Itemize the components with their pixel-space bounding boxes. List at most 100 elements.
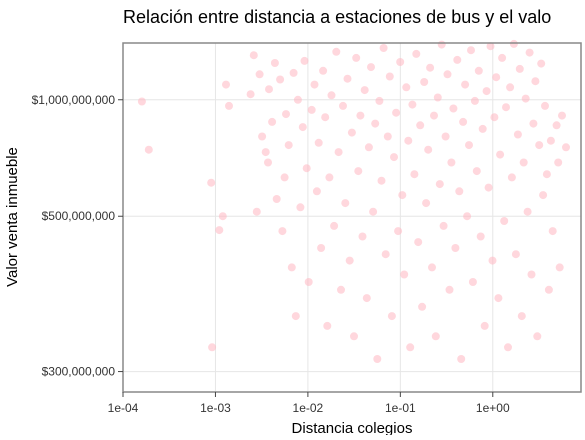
scatter-point: [280, 173, 289, 182]
scatter-point: [552, 121, 561, 130]
scatter-point: [539, 191, 548, 200]
x-tick-label: 1e-01: [385, 401, 416, 415]
y-tick-label: $1,000,000,000: [32, 93, 116, 107]
scatter-point: [498, 53, 507, 62]
scatter-point: [278, 227, 287, 236]
scatter-point: [398, 191, 407, 200]
scatter-point: [284, 141, 293, 150]
scatter-point: [511, 250, 520, 259]
scatter-point: [537, 59, 546, 68]
scatter-point: [426, 63, 435, 72]
scatter-point: [302, 164, 311, 173]
scatter-point: [246, 90, 255, 99]
scatter-point: [291, 312, 300, 321]
scatter-point: [529, 119, 538, 128]
x-tick-layer: 1e-04 1e-03 1e-02 1e-01 1e+00: [108, 392, 510, 415]
scatter-point: [287, 263, 296, 272]
scatter-point: [312, 187, 321, 196]
y-tick-label: $500,000,000: [42, 209, 116, 223]
scatter-point: [208, 343, 217, 352]
scatter-point: [544, 285, 553, 294]
scatter-point: [323, 321, 332, 330]
scatter-point: [562, 143, 570, 152]
scatter-point: [474, 66, 483, 75]
scatter-point: [300, 56, 309, 65]
scatter-point: [293, 95, 302, 104]
scatter-point: [345, 256, 354, 265]
scatter-point: [554, 158, 563, 167]
scatter-point: [354, 167, 363, 176]
scatter-point: [531, 77, 540, 86]
chart-title: Relación entre distancia a estaciones de…: [123, 7, 551, 27]
scatter-point: [490, 113, 499, 122]
scatter-point: [439, 221, 448, 230]
scatter-point: [377, 176, 386, 185]
scatter-point: [457, 355, 466, 363]
scatter-point: [435, 180, 444, 189]
scatter-point: [535, 141, 544, 150]
scatter-point: [533, 332, 542, 341]
scatter-point: [268, 117, 277, 126]
scatter-point: [265, 85, 273, 94]
scatter-point: [459, 117, 468, 126]
scatter-point: [486, 42, 495, 51]
scatter-point: [339, 101, 347, 110]
scatter-point: [504, 343, 512, 352]
scatter-point: [258, 132, 267, 141]
scatter-point: [476, 232, 485, 241]
scatter-point: [507, 173, 516, 182]
scatter-point: [289, 68, 298, 77]
scatter-point: [463, 212, 472, 221]
scatter-point: [492, 73, 501, 82]
scatter-point: [137, 97, 146, 106]
scatter-point: [467, 46, 475, 55]
scatter-point: [468, 278, 477, 286]
scatter-point: [317, 244, 326, 252]
scatter-point: [387, 312, 396, 321]
scatter-point: [276, 75, 285, 84]
scatter-point: [383, 132, 392, 141]
scatter-point: [558, 111, 566, 120]
scatter-point: [296, 203, 305, 212]
scatter-point: [319, 66, 328, 75]
scatter-point: [521, 94, 530, 103]
scatter-point: [304, 278, 313, 286]
scatter-point: [428, 263, 436, 272]
scatter-point: [470, 96, 479, 105]
scatter-point: [307, 105, 316, 114]
scatter-point: [437, 40, 446, 49]
scatter-point: [332, 47, 341, 56]
scatter-point: [362, 294, 371, 303]
scatter-point: [249, 51, 258, 60]
scatter-point: [441, 132, 450, 141]
scatter-point: [261, 148, 270, 157]
scatter-point: [343, 74, 352, 83]
scatter-point: [445, 285, 454, 294]
scatter-point: [314, 138, 323, 147]
scatter-point: [310, 80, 319, 89]
scatter-point: [513, 130, 522, 139]
scatter-point: [222, 80, 230, 89]
scatter-point: [431, 332, 440, 341]
scatter-point: [364, 143, 373, 152]
scatter-point: [455, 187, 464, 196]
scatter-point: [523, 207, 532, 216]
scatter-point: [482, 87, 491, 96]
scatter-point: [418, 302, 427, 311]
scatter-point: [496, 150, 505, 159]
scatter-point: [449, 104, 458, 113]
y-tick-label: $300,000,000: [42, 365, 116, 379]
scatter-point: [207, 178, 216, 187]
scatter-point: [546, 136, 555, 145]
scatter-point: [352, 53, 361, 62]
scatter-point: [350, 332, 358, 341]
scatter-point: [548, 227, 557, 236]
scatter-point: [325, 173, 334, 182]
scatter-point: [356, 111, 365, 120]
scatter-point: [371, 119, 380, 128]
scatter-point: [394, 227, 403, 236]
scatter-point: [447, 158, 456, 167]
scatter-point: [541, 101, 549, 110]
scatter-point: [542, 170, 551, 179]
plot-frame: [122, 42, 582, 393]
